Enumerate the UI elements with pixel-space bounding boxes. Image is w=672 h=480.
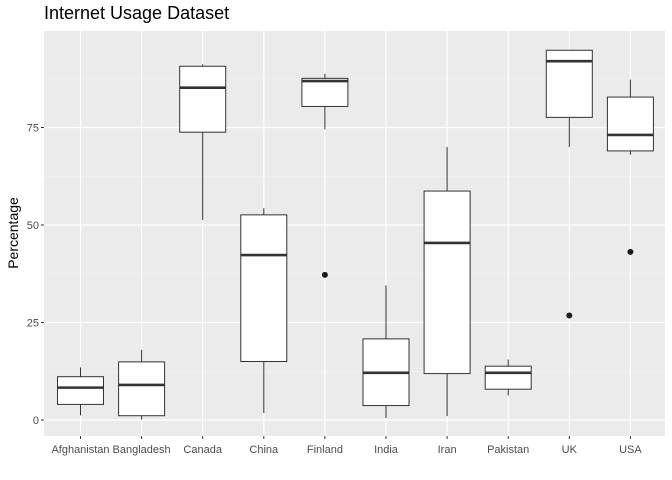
box-finland (301, 73, 349, 278)
x-tick-label: China (249, 444, 279, 456)
box-usa (606, 79, 654, 255)
box-iqr (240, 214, 288, 362)
box-uk (545, 49, 593, 319)
y-tick-label: 50 (27, 220, 39, 232)
x-tick-label: Iran (438, 444, 457, 456)
box-iqr (57, 376, 104, 405)
x-tick-label: Canada (183, 444, 222, 456)
y-tick-label: 0 (33, 415, 39, 427)
box-iqr (179, 65, 227, 133)
chart-title: Internet Usage Dataset (44, 3, 230, 23)
box-china (240, 208, 288, 413)
box-iqr (118, 361, 166, 417)
x-tick-label: India (374, 444, 399, 456)
outlier-point (321, 271, 328, 278)
box-india (362, 285, 410, 419)
y-tick-label: 25 (27, 318, 39, 330)
outlier-point (627, 248, 634, 255)
box-afghanistan (57, 367, 104, 416)
y-tick-label: 75 (27, 123, 39, 135)
y-axis-title: Percentage (5, 197, 21, 269)
box-canada (179, 64, 227, 220)
x-tick-label: UK (562, 444, 578, 456)
box-pakistan (484, 359, 532, 396)
x-tick-label: Pakistan (487, 444, 529, 456)
box-iran (423, 147, 471, 417)
x-tick-label: USA (619, 444, 642, 456)
y-axis: 0 25 50 75 (27, 123, 44, 427)
outlier-point (566, 312, 573, 319)
x-tick-label: Finland (307, 444, 343, 456)
x-axis: Afghanistan Bangladesh Canada China Finland I… (51, 436, 642, 456)
box-bangladesh (118, 349, 166, 420)
x-tick-label: Afghanistan (51, 444, 109, 456)
box-iqr (301, 77, 349, 107)
boxes-layer (57, 49, 654, 420)
box-iqr (606, 96, 654, 152)
x-tick-label: Bangladesh (113, 444, 171, 456)
box-iqr (423, 190, 471, 375)
box-iqr (484, 365, 532, 390)
